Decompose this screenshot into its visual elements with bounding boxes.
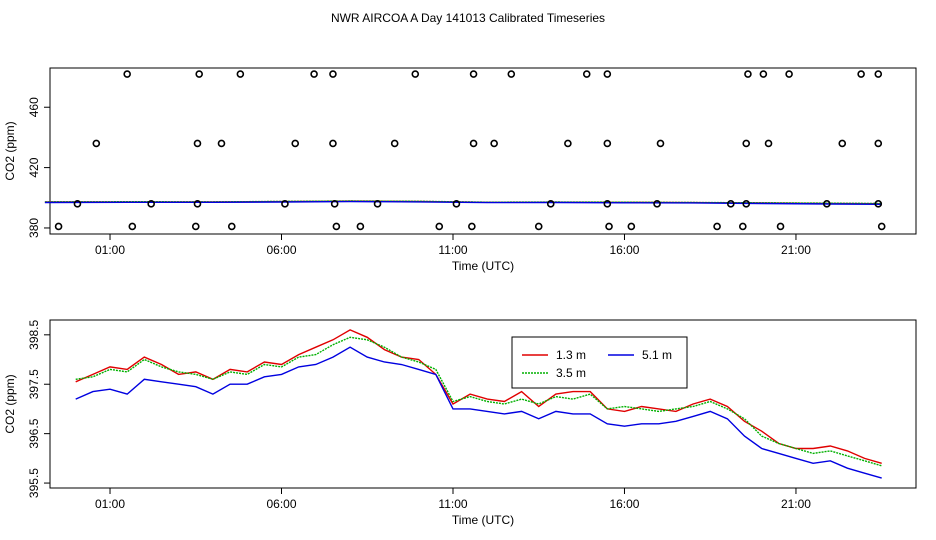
legend-label-3: 5.1 m <box>642 348 672 362</box>
data-point <box>874 139 883 148</box>
data-point <box>605 222 613 231</box>
data-point <box>329 139 337 148</box>
y-tick-label: 380 <box>27 218 41 238</box>
data-point <box>411 70 420 78</box>
data-point <box>490 139 498 148</box>
data-point <box>330 200 339 208</box>
x-axis-title: Time (UTC) <box>452 259 514 273</box>
y-tick-label: 395.5 <box>27 468 41 498</box>
data-point <box>227 222 236 231</box>
x-tick-label: 01:00 <box>95 497 125 511</box>
y-tick-label: 397.5 <box>27 369 41 399</box>
data-point <box>785 70 793 78</box>
chart-title: NWR AIRCOA A Day 141013 Calibrated Times… <box>331 11 605 25</box>
data-point <box>603 70 612 78</box>
data-point <box>435 222 444 231</box>
plot-frame <box>49 67 917 235</box>
x-tick-label: 11:00 <box>438 497 467 511</box>
legend-label-2: 3.5 m <box>556 366 586 380</box>
top-panel: 01:00 06:00 11:00 16:00 21:00 380 420 460 Time (… <box>3 67 917 273</box>
x-axis-title: Time (UTC) <box>452 513 514 527</box>
series-line-2 <box>75 336 882 467</box>
x-tick-label: 01:00 <box>95 243 125 257</box>
data-point <box>744 70 752 78</box>
x-tick-label: 06:00 <box>266 243 296 257</box>
data-point <box>823 200 831 208</box>
y-tick-label: 396.5 <box>27 418 41 448</box>
y-axis-title: CO2 (ppm) <box>3 374 17 433</box>
data-point <box>217 139 226 148</box>
series-line-3 <box>44 200 882 205</box>
x-tick-label: 21:00 <box>781 497 811 511</box>
data-point <box>838 139 847 148</box>
data-point <box>329 70 337 78</box>
series-line-3 <box>75 346 882 479</box>
data-point <box>373 200 382 208</box>
data-point <box>627 222 636 231</box>
data-point <box>564 139 572 148</box>
legend-label-1: 1.3 m <box>556 348 586 362</box>
data-point <box>764 139 773 148</box>
legend-box <box>511 336 688 389</box>
data-point <box>332 222 341 231</box>
data-point <box>390 139 399 148</box>
data-point <box>738 222 747 231</box>
data-point <box>468 222 476 231</box>
data-point <box>857 70 865 78</box>
data-point <box>653 200 661 208</box>
y-axis-title: CO2 (ppm) <box>3 121 17 180</box>
y-tick-label: 460 <box>27 97 41 117</box>
data-point <box>236 70 245 78</box>
data-point <box>603 200 612 208</box>
data-point <box>776 222 785 231</box>
data-point <box>128 222 137 231</box>
legend: 1.3 m 3.5 m 5.1 m <box>511 336 688 389</box>
data-point <box>656 139 665 148</box>
data-point <box>193 139 202 148</box>
data-point <box>193 200 202 208</box>
data-point <box>507 70 516 78</box>
data-point <box>195 70 203 78</box>
data-point <box>469 139 478 148</box>
data-point <box>874 200 883 208</box>
data-point <box>534 222 543 231</box>
y-tick-label: 420 <box>27 157 41 177</box>
data-point <box>603 139 612 148</box>
series-line-1 <box>75 329 882 464</box>
bottom-panel: 01:00 06:00 11:00 16:00 21:00 395.5 396.5 397.5… <box>3 319 917 527</box>
data-point <box>73 200 82 208</box>
data-point <box>742 200 751 208</box>
data-point <box>742 139 751 148</box>
x-tick-label: 11:00 <box>438 243 467 257</box>
data-point <box>191 222 200 231</box>
data-point <box>582 70 591 78</box>
data-point <box>356 222 365 231</box>
data-point <box>281 200 289 208</box>
y-tick-label: 398.5 <box>27 319 41 349</box>
data-point <box>469 70 478 78</box>
data-point <box>726 200 735 208</box>
x-tick-label: 06:00 <box>266 497 296 511</box>
data-point <box>759 70 768 78</box>
data-point <box>291 139 300 148</box>
x-tick-label: 16:00 <box>609 497 639 511</box>
plot-frame <box>49 319 917 489</box>
data-point <box>92 139 101 148</box>
data-point <box>147 200 155 208</box>
data-point <box>877 222 886 231</box>
x-tick-label: 21:00 <box>781 243 811 257</box>
data-point <box>123 70 131 78</box>
data-point <box>452 200 461 208</box>
data-point <box>310 70 318 78</box>
data-point <box>874 70 883 78</box>
data-point <box>546 200 555 208</box>
x-tick-label: 16:00 <box>609 243 639 257</box>
data-point <box>54 222 63 231</box>
data-point <box>713 222 721 231</box>
